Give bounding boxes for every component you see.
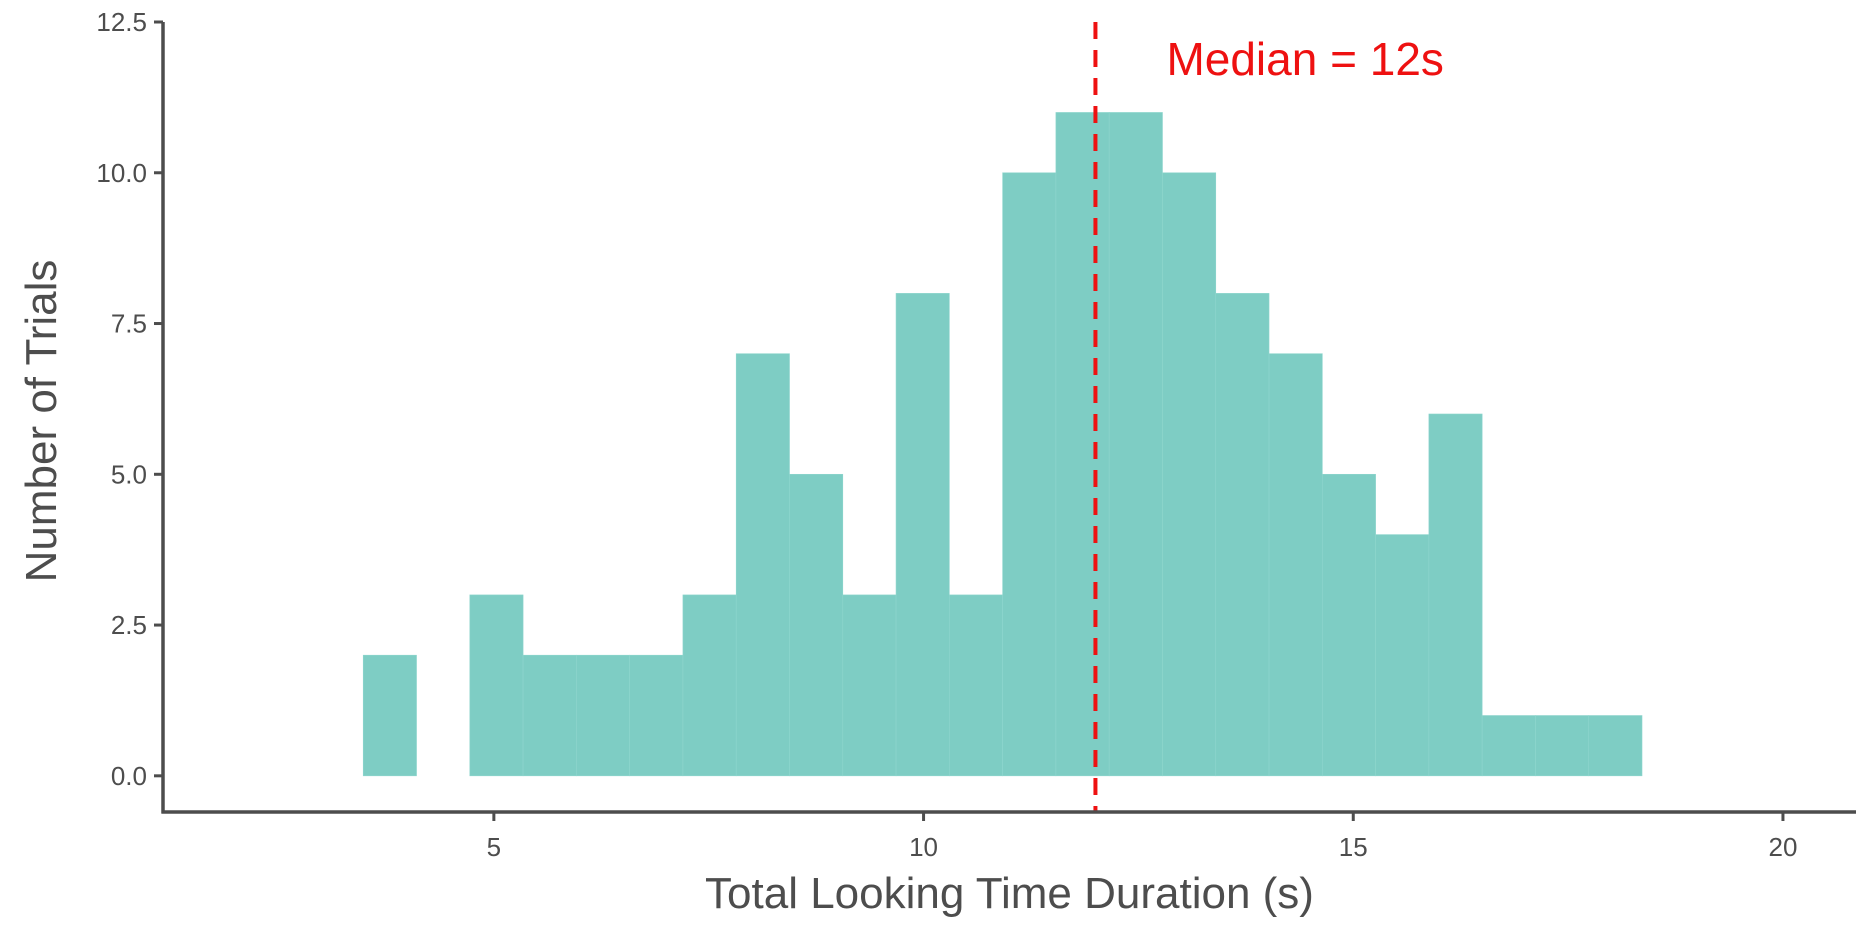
histogram-bar [469,594,524,777]
histogram-bar [1535,715,1590,777]
histogram-bar [1162,172,1217,777]
histogram-bar [1481,715,1536,777]
histogram-bar [682,594,737,777]
histogram-bar [1322,473,1376,777]
histogram-bar [895,293,950,777]
y-tick-label: 10.0 [96,158,147,188]
y-tick-label: 0.0 [111,761,147,791]
y-tick-label: 12.5 [96,7,147,37]
y-axis-ticks: 0.0 2.5 5.0 7.5 10.0 12.5 [96,7,163,791]
histogram-bar [1002,172,1057,777]
y-tick-label: 7.5 [111,309,147,339]
histogram-bar [1108,112,1163,777]
x-tick-label: 15 [1339,832,1368,862]
x-axis-ticks: 5 10 15 20 [487,812,1797,862]
histogram-bar [1215,293,1270,777]
histogram-bar [362,654,417,777]
histogram-bar [629,654,684,777]
histogram-bars [362,112,1643,777]
histogram-bar [1428,413,1483,777]
histogram-bar [789,473,844,777]
x-tick-label: 5 [487,832,501,862]
y-axis-title: Number of Trials [17,260,66,583]
y-tick-label: 2.5 [111,610,147,640]
x-tick-label: 20 [1768,832,1797,862]
axes: 0.0 2.5 5.0 7.5 10.0 12.5 5 10 15 20 [96,7,1856,862]
x-tick-label: 10 [909,832,938,862]
histogram-bar [576,654,630,777]
histogram-bar [1055,112,1110,777]
histogram-bar [735,353,790,777]
y-tick-label: 5.0 [111,459,147,489]
histogram-bar [1268,353,1323,777]
histogram-bar [1375,534,1430,777]
x-axis-title: Total Looking Time Duration (s) [705,869,1314,918]
histogram-bar [522,654,577,777]
histogram-bar [1588,715,1643,777]
histogram-bar [842,594,897,777]
median-annotation: Median = 12s [1166,33,1443,85]
histogram-bar [949,594,1003,777]
